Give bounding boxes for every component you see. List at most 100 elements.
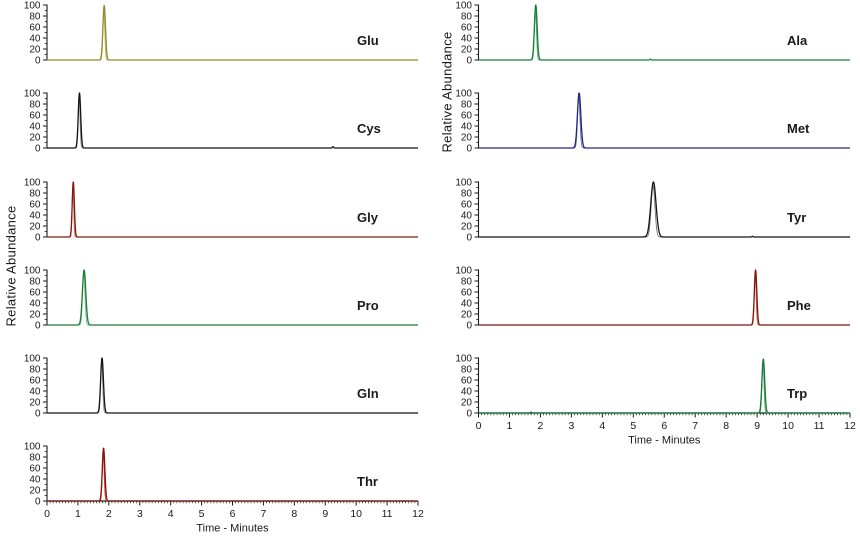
y-tick-label: 0 [466,56,472,67]
y-tick-label: 80 [461,12,473,23]
trace-secondary-thr [87,451,120,502]
y-tick-label: 40 [29,34,41,45]
x-tick-label: 2 [537,420,543,432]
x-tick-label: 2 [106,508,112,520]
trace-phe [478,269,850,326]
chromatogram-column-right: 020406080100Ala020406080100Met0204060801… [455,1,856,447]
y-tick-label: 40 [461,211,473,222]
x-tick-label: 1 [507,420,513,432]
y-tick-label: 60 [461,23,473,34]
y-tick-label: 80 [461,189,473,200]
y-tick-label: 60 [29,111,41,122]
y-tick-label: 80 [29,189,41,200]
x-tick-label: 8 [291,508,297,520]
x-tick-label: 3 [568,420,574,432]
panel-label-gln: Gln [357,386,379,401]
y-tick-label: 80 [461,100,473,111]
y-tick-label: 60 [29,200,41,211]
y-tick-label: 60 [29,376,41,387]
y-tick-label: 80 [29,12,41,23]
chromatogram-column-left: 020406080100Glu020406080100Cys0204060801… [24,1,424,535]
trace-secondary-cys [63,96,96,149]
y-tick-label: 40 [461,387,473,398]
y-tick-label: 100 [24,89,41,100]
x-tick-label: 6 [661,420,667,432]
y-tick-label: 100 [455,266,472,277]
y-tick-label: 40 [461,299,473,310]
x-tick-label: 0 [44,508,50,520]
trace-secondary-ala [520,8,552,61]
trace-glu [47,4,419,61]
x-tick-label: 11 [814,420,825,432]
trace-secondary-gln [86,361,118,414]
y-tick-label: 100 [455,354,472,365]
y-tick-label: 60 [461,111,473,122]
panel-label-trp: Trp [787,386,807,401]
y-tick-label: 0 [466,233,472,244]
y-tick-label: 40 [29,299,41,310]
panel-label-gly: Gly [357,210,379,225]
y-tick-label: 100 [24,1,41,12]
trace-secondary-met [563,96,595,149]
y-tick-label: 100 [24,354,41,365]
y-tick-label: 60 [461,200,473,211]
y-tick-label: 20 [29,133,41,144]
x-tick-label: 5 [199,508,205,520]
y-tick-label: 0 [35,56,41,67]
x-tick-label: 12 [412,508,424,520]
y-tick-label: 20 [29,45,41,56]
x-tick-label: 10 [782,420,794,432]
y-tick-label: 0 [466,321,472,332]
trace-ala [478,4,850,61]
y-tick-label: 0 [35,144,41,155]
y-tick-label: 0 [35,409,41,420]
x-tick-label: 12 [844,420,856,432]
y-tick-label: 40 [29,387,41,398]
trace-secondary-phe [739,273,772,326]
y-tick-label: 80 [29,100,41,111]
panel-label-ala: Ala [787,33,808,48]
y-tick-label: 0 [466,409,472,420]
y-tick-label: 60 [461,288,473,299]
y-tick-label: 60 [29,464,41,475]
y-tick-label: 20 [461,398,473,409]
x-tick-label: 6 [230,508,236,520]
y-tick-label: 40 [461,34,473,45]
y-tick-label: 20 [461,133,473,144]
trace-secondary-glu [88,9,120,61]
x-tick-label: 10 [350,508,362,520]
y-tick-label: 80 [29,453,41,464]
x-tick-label: 7 [692,420,698,432]
y-tick-label: 40 [461,122,473,133]
y-tick-label: 0 [35,321,41,332]
trace-trp [478,358,851,414]
y-tick-label: 40 [29,122,41,133]
y-tick-label: 80 [461,277,473,288]
panel-label-met: Met [787,121,810,136]
y-tick-label: 40 [29,475,41,486]
y-tick-label: 100 [455,89,472,100]
y-tick-label: 0 [35,497,41,508]
y-tick-label: 60 [461,376,473,387]
x-tick-label: 3 [137,508,143,520]
x-tick-label: 8 [723,420,729,432]
x-axis-label: Time - Minutes [196,523,269,535]
y-tick-label: 60 [29,23,41,34]
trace-pro [47,269,419,326]
x-tick-label: 9 [322,508,328,520]
y-tick-label: 100 [24,266,41,277]
y-tick-label: 20 [29,310,41,321]
y-tick-label: 100 [455,1,472,12]
y-tick-label: 20 [29,222,41,233]
x-tick-label: 1 [75,508,81,520]
x-tick-label: 11 [382,508,393,520]
y-tick-label: 0 [35,233,41,244]
